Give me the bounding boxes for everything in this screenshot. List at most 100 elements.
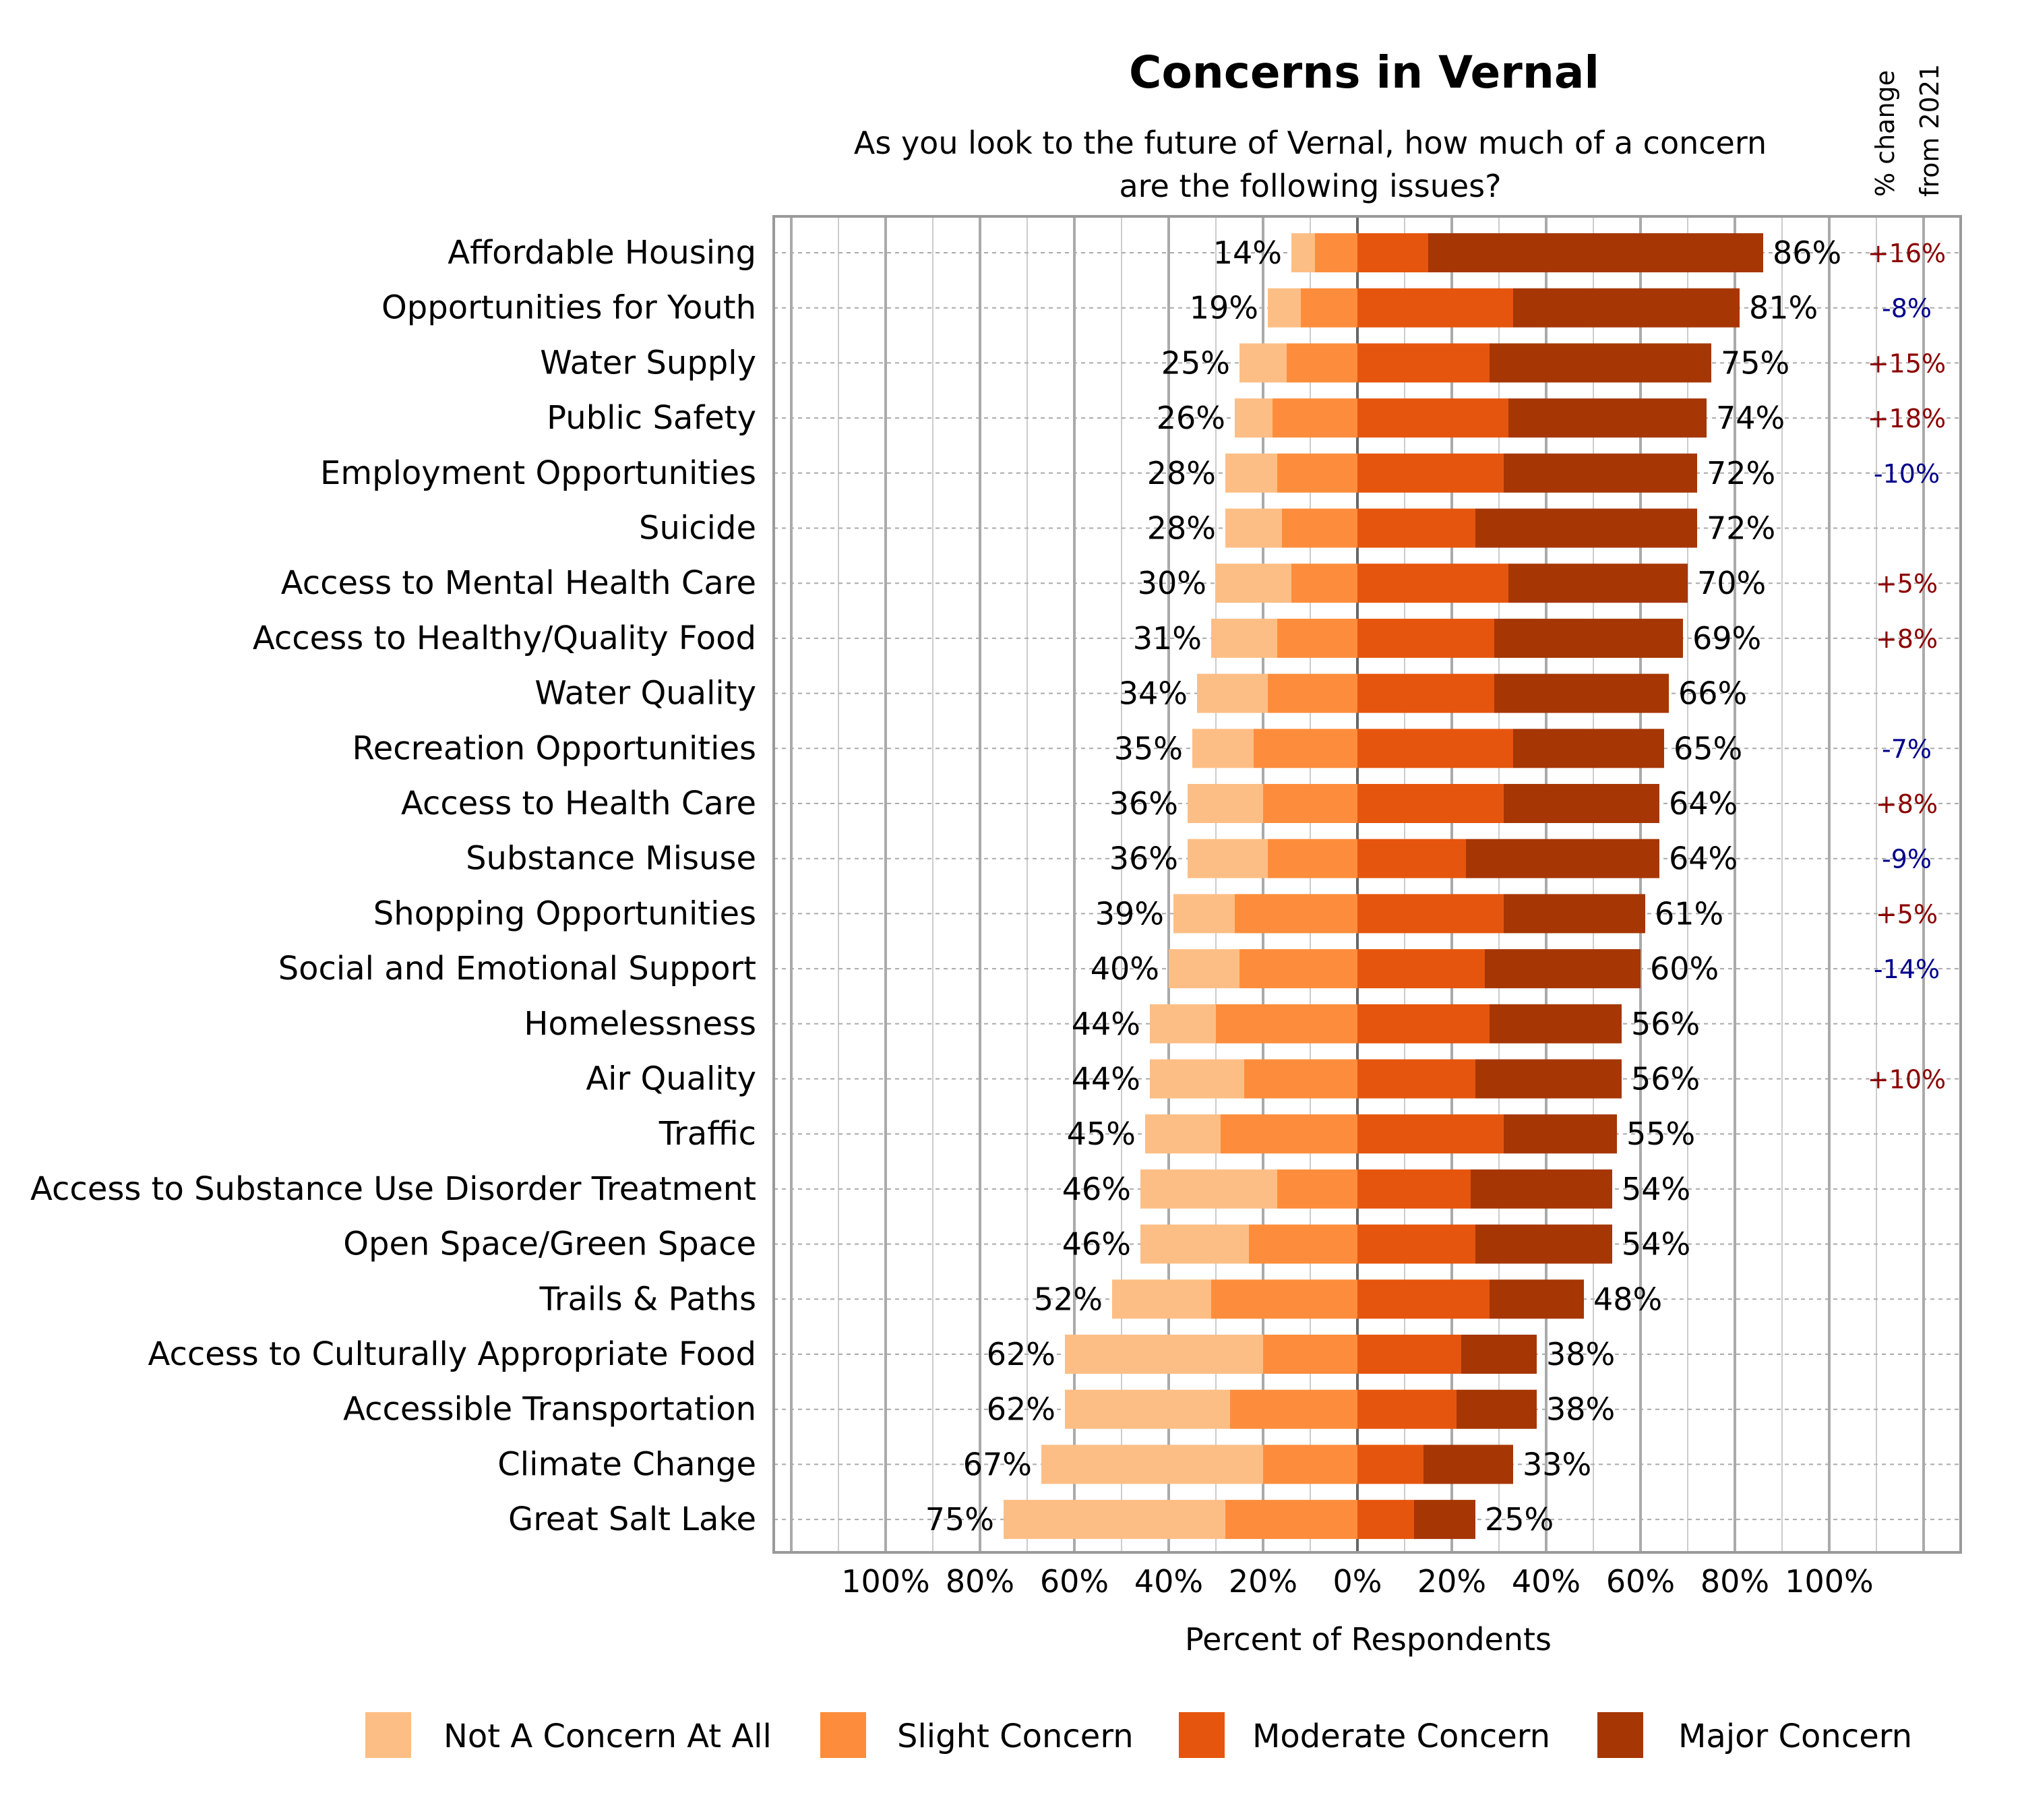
left-total-label: 34% xyxy=(1119,675,1188,712)
bar-segment-slight-concern xyxy=(1282,508,1357,548)
right-total-label: 56% xyxy=(1631,1061,1700,1097)
bar-segment-not-a-concern-at-all xyxy=(1150,1004,1216,1043)
bar-segment-moderate-concern xyxy=(1357,673,1494,713)
bar-segment-major-concern xyxy=(1504,1114,1617,1154)
plot-frame xyxy=(772,215,1962,1554)
bar-segment-not-a-concern-at-all xyxy=(1112,1279,1211,1319)
left-total-label: 25% xyxy=(1161,344,1230,381)
category-label: Opportunities for Youth xyxy=(381,289,756,327)
bar-segment-slight-concern xyxy=(1263,1445,1357,1484)
bar-segment-major-concern xyxy=(1513,729,1664,768)
x-tick-label: 100% xyxy=(1785,1563,1874,1600)
left-total-label: 26% xyxy=(1157,400,1225,436)
change-from-2021-label: +18% xyxy=(1868,404,1946,433)
bar-segment-not-a-concern-at-all xyxy=(1268,288,1301,328)
bar-segment-moderate-concern xyxy=(1357,508,1475,548)
bar-segment-not-a-concern-at-all xyxy=(1173,894,1235,934)
left-total-label: 40% xyxy=(1091,950,1159,987)
right-total-label: 69% xyxy=(1692,620,1761,657)
right-total-label: 64% xyxy=(1669,785,1738,822)
category-label: Water Quality xyxy=(534,675,756,712)
bar-row: Water Supply 25% 75% +15% xyxy=(540,343,1961,383)
x-tick-label: 60% xyxy=(1040,1563,1109,1600)
category-label: Air Quality xyxy=(586,1060,756,1098)
bar-segment-not-a-concern-at-all xyxy=(1065,1389,1230,1429)
bar-segment-slight-concern xyxy=(1277,453,1357,493)
bar-segment-moderate-concern xyxy=(1357,1114,1504,1154)
bar-segment-slight-concern xyxy=(1244,1059,1357,1099)
x-axis-ticks: 100% 80% 60% 40% 20% 0% 20% 40% 60% 80% 100% xyxy=(841,1563,1874,1600)
category-label: Trails & Paths xyxy=(539,1280,757,1318)
left-total-label: 62% xyxy=(987,1391,1055,1428)
right-total-label: 60% xyxy=(1650,950,1719,987)
x-tick-label: 40% xyxy=(1512,1563,1581,1600)
left-total-label: 19% xyxy=(1190,290,1258,326)
bar-segment-moderate-concern xyxy=(1357,343,1490,383)
bar-segment-major-concern xyxy=(1475,508,1697,548)
bar-segment-moderate-concern xyxy=(1357,784,1504,823)
bar-row: Access to Culturally Appropriate Food 62%… xyxy=(148,1335,1961,1374)
change-from-2021-label: +5% xyxy=(1876,899,1938,929)
x-tick-label: 80% xyxy=(946,1563,1014,1600)
x-tick-label: 20% xyxy=(1417,1563,1486,1600)
bar-segment-slight-concern xyxy=(1239,949,1357,989)
bar-segment-not-a-concern-at-all xyxy=(1140,1224,1249,1264)
bar-row: Water Quality 34% 66% xyxy=(534,673,1961,713)
bar-segment-slight-concern xyxy=(1249,1224,1357,1264)
category-label: Social and Emotional Support xyxy=(278,950,756,988)
category-label: Great Salt Lake xyxy=(508,1500,756,1538)
bar-segment-not-a-concern-at-all xyxy=(1188,839,1268,878)
bar-segment-not-a-concern-at-all xyxy=(1235,398,1273,438)
bar-segment-not-a-concern-at-all xyxy=(1216,564,1291,603)
chart-title: Concerns in Vernal xyxy=(1129,47,1599,98)
right-total-label: 48% xyxy=(1593,1281,1662,1317)
legend-swatch xyxy=(820,1712,866,1758)
gridlines xyxy=(790,216,1925,1552)
chart-subtitle-line-1: As you look to the future of Vernal, how… xyxy=(854,125,1767,161)
bar-row: Substance Misuse 36% 64% -9% xyxy=(466,839,1961,878)
legend-label: Major Concern xyxy=(1678,1718,1912,1755)
category-label: Climate Change xyxy=(497,1445,756,1483)
x-axis-label: Percent of Respondents xyxy=(1185,1621,1552,1658)
x-tick-label: 20% xyxy=(1229,1563,1297,1600)
x-tick-label: 100% xyxy=(841,1563,930,1600)
bar-row: Employment Opportunities 28% 72% -10% xyxy=(320,453,1961,493)
change-from-2021-label: -14% xyxy=(1874,954,1940,984)
legend-item: Slight Concern xyxy=(820,1712,1134,1758)
bar-segment-moderate-concern xyxy=(1357,1389,1457,1429)
left-total-label: 67% xyxy=(963,1446,1032,1482)
bar-segment-not-a-concern-at-all xyxy=(1140,1169,1277,1209)
bar-segment-slight-concern xyxy=(1230,1389,1357,1429)
bar-segment-major-concern xyxy=(1423,1445,1513,1484)
bar-segment-major-concern xyxy=(1504,453,1697,493)
left-total-label: 28% xyxy=(1147,455,1216,491)
category-label: Access to Substance Use Disorder Treatme… xyxy=(30,1170,756,1208)
bar-segment-major-concern xyxy=(1508,398,1707,438)
bar-row: Access to Mental Health Care 30% 70% +5% xyxy=(281,564,1961,603)
legend-item: Moderate Concern xyxy=(1179,1712,1550,1758)
legend-item: Not A Concern At All xyxy=(365,1712,772,1758)
left-total-label: 14% xyxy=(1213,235,1282,271)
legend-label: Not A Concern At All xyxy=(443,1718,772,1755)
right-total-label: 56% xyxy=(1631,1006,1700,1042)
change-from-2021-label: -8% xyxy=(1882,294,1932,324)
bar-segment-moderate-concern xyxy=(1357,1445,1423,1484)
bar-row: Public Safety 26% 74% +18% xyxy=(547,398,1961,438)
bar-row: Open Space/Green Space 46% 54% xyxy=(343,1224,1961,1264)
bar-row: Social and Emotional Support 40% 60% -14% xyxy=(278,949,1961,989)
category-label: Traffic xyxy=(658,1115,756,1153)
category-label: Homelessness xyxy=(524,1005,756,1043)
bar-segment-slight-concern xyxy=(1263,1335,1357,1374)
bar-row: Access to Substance Use Disorder Treatme… xyxy=(30,1169,1961,1209)
bar-segment-major-concern xyxy=(1504,894,1645,934)
bar-row: Homelessness 44% 56% xyxy=(524,1004,1961,1043)
x-tick-label: 60% xyxy=(1606,1563,1675,1600)
left-total-label: 44% xyxy=(1072,1006,1140,1042)
bar-segment-slight-concern xyxy=(1277,618,1357,658)
bar-segment-major-concern xyxy=(1494,618,1683,658)
right-total-label: 54% xyxy=(1622,1226,1690,1263)
bar-segment-major-concern xyxy=(1504,784,1659,823)
left-total-label: 45% xyxy=(1067,1116,1136,1152)
right-total-label: 33% xyxy=(1523,1446,1591,1482)
